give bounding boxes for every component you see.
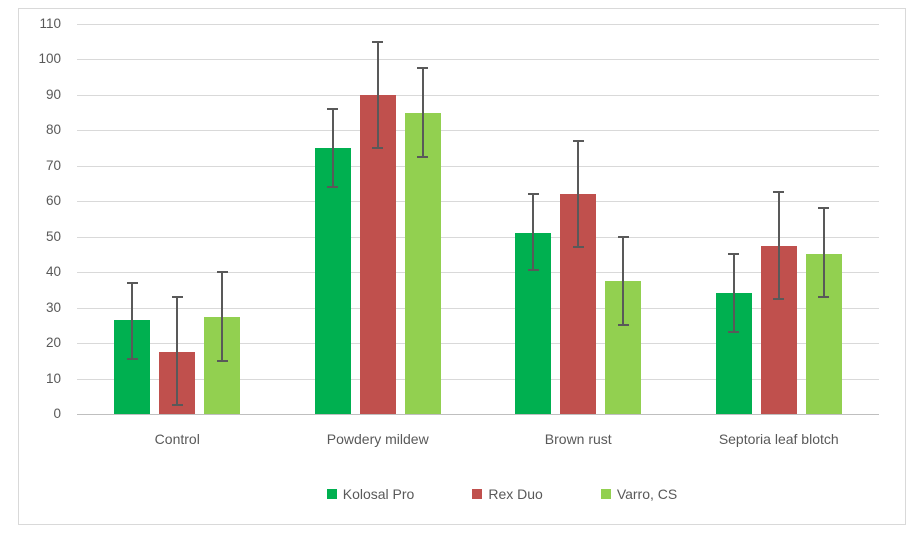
- error-bar: [777, 192, 780, 299]
- legend-label: Rex Duo: [488, 486, 543, 502]
- legend: Kolosal Pro Rex Duo Varro, CS: [59, 486, 913, 502]
- error-bar: [532, 194, 535, 271]
- error-bar-cap: [818, 207, 830, 210]
- error-bar-cap: [417, 67, 429, 70]
- gridline: [77, 236, 879, 238]
- legend-label: Kolosal Pro: [342, 486, 415, 502]
- y-axis-tick-label: 110: [39, 16, 61, 31]
- error-bar: [176, 297, 179, 406]
- error-bar-cap: [527, 269, 539, 272]
- gridline: [77, 378, 879, 380]
- error-bar-cap: [417, 155, 429, 158]
- error-bar-cap: [216, 271, 228, 274]
- y-axis-tick-label: 90: [45, 86, 61, 102]
- error-bar-cap: [327, 108, 339, 111]
- error-bar-cap: [171, 404, 183, 407]
- error-bar-cap: [572, 246, 584, 249]
- x-axis-category-label: Powdery mildew: [326, 431, 429, 447]
- error-bar-cap: [572, 140, 584, 142]
- error-bar-cap: [372, 40, 384, 43]
- y-axis-tick-label: 100: [38, 51, 61, 67]
- gridline: [77, 201, 879, 203]
- gridline: [77, 343, 879, 345]
- y-axis-tick-label: 0: [53, 406, 61, 421]
- error-bar: [221, 272, 224, 361]
- error-bar-cap: [773, 191, 785, 194]
- legend-label: Varro, CS: [616, 486, 678, 502]
- y-axis-tick-label: 30: [45, 299, 61, 315]
- chart-frame: 0 10 20 30 40 50 60 70 80 90 100 110 Control Powdery…: [18, 8, 906, 525]
- error-bar: [131, 282, 134, 360]
- error-bar-cap: [617, 324, 629, 327]
- gridline: [77, 272, 879, 274]
- gridline: [77, 59, 879, 61]
- y-axis-tick-label: 60: [45, 193, 61, 209]
- y-axis-tick-label: 50: [45, 228, 61, 244]
- error-bar-cap: [818, 296, 830, 298]
- error-bar-cap: [728, 253, 740, 256]
- gridline: [77, 94, 879, 96]
- error-bar: [376, 41, 379, 149]
- error-bar-cap: [372, 147, 384, 150]
- bar-varro-cs: [404, 112, 441, 414]
- gridline: [77, 307, 879, 309]
- x-axis-category-label: Septoria leaf blotch: [718, 431, 839, 447]
- error-bar: [421, 68, 424, 157]
- bar-kolosal-pro: [314, 148, 351, 414]
- error-bar-cap: [216, 359, 228, 362]
- legend-swatch-icon: [472, 489, 483, 499]
- y-axis-tick-label: 80: [45, 122, 61, 138]
- error-bar-cap: [327, 186, 339, 189]
- legend-item: Kolosal Pro: [326, 486, 415, 502]
- error-bar-cap: [527, 193, 539, 196]
- error-bar-cap: [171, 296, 183, 298]
- error-bar-cap: [617, 235, 629, 238]
- legend-item: Varro, CS: [600, 486, 678, 502]
- error-bar: [732, 254, 735, 333]
- error-bar-cap: [773, 297, 785, 300]
- legend-item: Rex Duo: [472, 486, 543, 502]
- x-axis-line: [77, 414, 879, 415]
- y-axis-tick-label: 10: [45, 370, 61, 386]
- error-bar-cap: [126, 358, 138, 361]
- y-axis-tick-label: 70: [45, 157, 61, 173]
- error-bar: [331, 109, 334, 188]
- x-axis-category-label: Brown rust: [544, 431, 612, 447]
- error-bar: [822, 208, 825, 297]
- error-bar-cap: [126, 281, 138, 284]
- error-bar-cap: [728, 331, 740, 334]
- x-axis-category-label: Control: [154, 431, 200, 447]
- y-axis-tick-label: 20: [45, 335, 61, 351]
- error-bar: [577, 141, 580, 248]
- error-bar: [622, 236, 625, 326]
- gridline: [77, 24, 879, 25]
- legend-swatch-icon: [600, 489, 611, 499]
- gridline: [77, 130, 879, 132]
- legend-swatch-icon: [326, 489, 337, 499]
- y-axis-tick-label: 40: [45, 264, 61, 280]
- gridline: [77, 165, 879, 167]
